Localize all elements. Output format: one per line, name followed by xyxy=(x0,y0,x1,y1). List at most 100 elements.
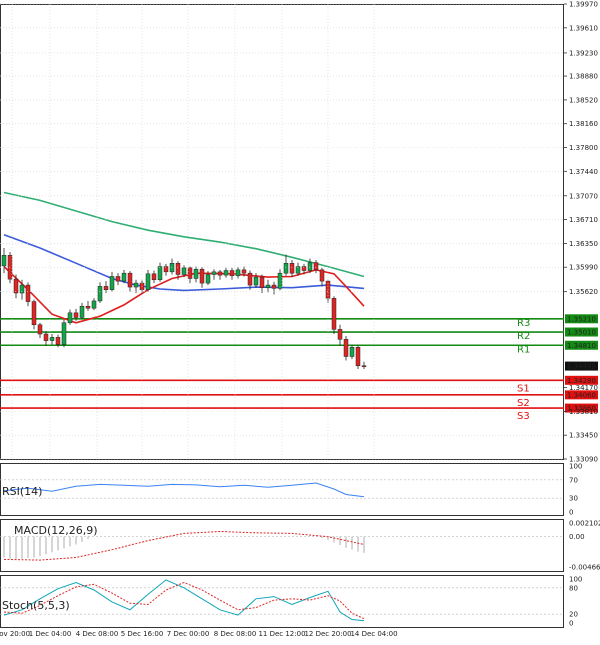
candle-body xyxy=(97,286,103,302)
candle xyxy=(289,259,295,278)
candle-body xyxy=(307,262,313,271)
candle-body xyxy=(205,274,211,284)
candle-body xyxy=(217,271,223,276)
candle-body xyxy=(199,268,205,284)
time-tick-label: 8 Dec 08:00 xyxy=(214,630,257,638)
candle xyxy=(265,279,271,293)
candle xyxy=(295,262,301,276)
candle-body xyxy=(31,301,37,325)
time-tick-label: Nov 20:00 xyxy=(0,630,30,638)
rsi-panel-frame xyxy=(0,463,564,516)
moving-averages xyxy=(3,191,365,324)
candle xyxy=(61,319,67,348)
candle xyxy=(193,266,199,283)
candle xyxy=(331,296,337,335)
candle xyxy=(235,267,241,279)
candle-body xyxy=(157,266,163,281)
candle xyxy=(181,265,187,278)
price-tick-label: 1.36350 xyxy=(569,240,598,248)
current-price-tag-bg xyxy=(565,361,598,371)
candle-body xyxy=(13,278,19,294)
candle-body xyxy=(283,262,289,274)
level-tag-bg xyxy=(565,327,598,337)
stoch-tick-label: 100 xyxy=(569,576,582,584)
candle xyxy=(259,274,265,294)
candle xyxy=(307,258,313,274)
candle xyxy=(313,259,319,274)
level-tag-r2: 1.35010 xyxy=(567,329,596,337)
stoch-k-line xyxy=(3,579,365,622)
level-tag-bg xyxy=(565,375,598,385)
candle-body xyxy=(223,270,229,276)
candle-body xyxy=(1,255,7,267)
candle-body xyxy=(289,262,295,274)
candle-body xyxy=(43,333,49,341)
candle xyxy=(319,267,325,287)
candle xyxy=(37,322,43,338)
candle-body xyxy=(187,267,193,279)
candle-body xyxy=(319,269,325,282)
candle xyxy=(301,263,307,275)
macd-tick-label: 0.00 xyxy=(569,533,585,541)
candle-body xyxy=(103,286,109,290)
candle xyxy=(229,267,235,280)
price-tick-label: 1.39610 xyxy=(569,24,598,32)
level-tag-r1: 1.34810 xyxy=(567,342,596,350)
level-tag-bg xyxy=(565,390,598,400)
candle-body xyxy=(49,337,55,341)
ema-mid-line xyxy=(3,234,365,292)
stoch-tick-label: 0 xyxy=(569,620,573,628)
macd-tick-label: 0.002102 xyxy=(569,520,600,528)
candle-body xyxy=(37,324,43,335)
candle xyxy=(127,271,133,292)
macd-panel-frame xyxy=(0,519,564,572)
candle xyxy=(7,252,13,284)
level-tag-s1: 1.34280 xyxy=(567,377,596,385)
rsi-tick-label: 100 xyxy=(569,463,582,471)
candle-body xyxy=(271,284,277,289)
price-tick-label: 1.37070 xyxy=(569,192,598,200)
candle-body xyxy=(19,284,25,294)
time-tick-label: 1 Dec 04:00 xyxy=(29,630,72,638)
level-label-s2: S2 xyxy=(517,398,530,409)
candle xyxy=(349,344,355,360)
candle xyxy=(97,282,103,303)
price-tick-label: 1.36710 xyxy=(569,216,598,224)
candle xyxy=(211,269,217,280)
rsi-tick-label: 70 xyxy=(569,476,578,484)
candle-body xyxy=(247,272,253,286)
candle xyxy=(253,273,259,288)
price-tick-label: 1.39970 xyxy=(569,1,598,9)
candle xyxy=(151,270,157,284)
candles xyxy=(1,248,367,370)
candle xyxy=(343,335,349,361)
candle-body xyxy=(253,276,259,286)
candle xyxy=(187,266,193,284)
macd-label: MACD(12,26,9) xyxy=(14,524,98,537)
candle xyxy=(55,334,61,348)
price-tick-label: 1.37800 xyxy=(569,144,598,152)
price-tick-label: 1.33090 xyxy=(569,456,598,464)
candle-body xyxy=(121,272,127,282)
candle-body xyxy=(355,346,361,367)
candle-body xyxy=(169,262,175,273)
candle xyxy=(355,345,361,370)
price-tick-label: 1.35990 xyxy=(569,264,598,272)
candle xyxy=(247,270,253,290)
candle-body xyxy=(265,284,271,288)
candle xyxy=(145,269,151,292)
candle-body xyxy=(337,329,343,340)
candle-body xyxy=(349,346,355,357)
candle-body xyxy=(235,269,241,277)
stoch-panel-frame xyxy=(0,575,564,628)
candle-body xyxy=(277,272,283,289)
candle xyxy=(49,334,55,345)
candle-body xyxy=(211,271,217,275)
level-tag-s2: 1.34060 xyxy=(567,391,596,399)
candle xyxy=(79,302,85,320)
stoch-tick-label: 20 xyxy=(569,611,578,619)
candle xyxy=(115,273,121,286)
current-price-tag: 1.34495 xyxy=(567,363,596,371)
